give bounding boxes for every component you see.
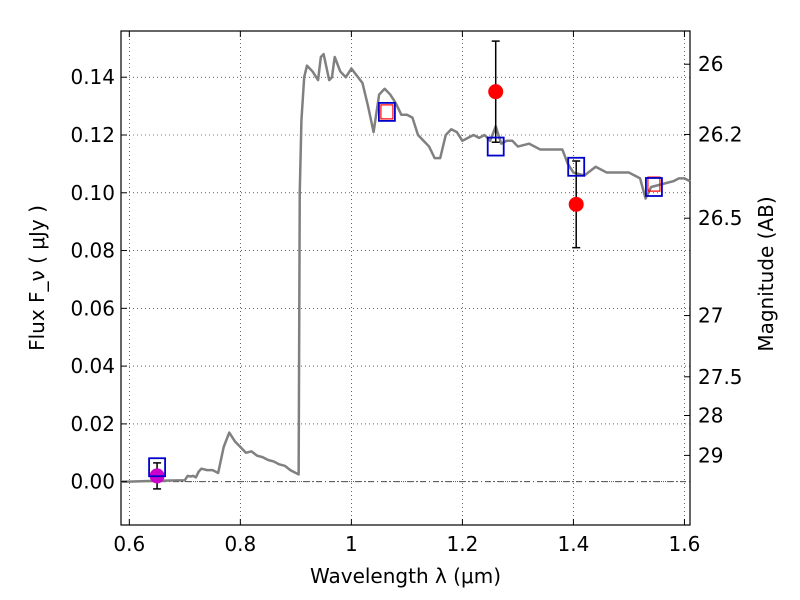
plot-area [121, 40, 691, 490]
x-tick-label: 1.6 [669, 532, 701, 556]
right-tick-label: 26.2 [698, 122, 743, 146]
x-tick-label: 1.4 [558, 532, 590, 556]
model-photometry-square [645, 177, 663, 197]
right-tick-label: 27 [698, 304, 723, 328]
x-axis-label: Wavelength λ (μm) [310, 564, 501, 588]
right-tick-label: 27.5 [698, 365, 743, 389]
right-axis-label: Magnitude (AB) [754, 196, 778, 351]
x-tick-label: 1.2 [446, 532, 478, 556]
x-tick-label: 0.6 [113, 532, 145, 556]
detection-point [488, 84, 504, 100]
x-tick-label: 1 [345, 532, 358, 556]
y-tick-label: 0.06 [70, 296, 115, 320]
model-sed-line [121, 52, 691, 483]
detection-point [568, 196, 584, 212]
y-tick-label: 0.04 [70, 354, 115, 378]
plot-frame [120, 30, 691, 526]
right-tick-label: 28 [698, 404, 723, 428]
model-photometry-square [378, 101, 396, 122]
y-axis-label: Flux F_ν ( μJy ) [25, 205, 49, 351]
y-tick-label: 0.14 [70, 65, 115, 89]
model-photometry-square [486, 136, 505, 157]
y-tick-label: 0.02 [70, 412, 115, 436]
y-tick-label: 0.10 [70, 181, 115, 205]
x-tick-label: 0.8 [224, 532, 256, 556]
y-tick-label: 0.00 [70, 470, 115, 494]
model-photometry-square [567, 156, 586, 177]
observed-square-marker [380, 104, 394, 120]
grid-lines [121, 31, 690, 525]
right-tick-label: 29 [698, 443, 723, 467]
model-photometry-square [148, 457, 166, 478]
y-tick-label: 0.08 [70, 239, 115, 263]
right-tick-label: 26.5 [698, 206, 743, 230]
y-tick-label: 0.12 [70, 123, 115, 147]
right-tick-label: 26 [698, 52, 723, 76]
axis-ticks: 0.6 0.8 1 1.2 1.4 1.6 0.00 0.02 0.04 0.06 0.08 0.10… [70, 31, 743, 556]
